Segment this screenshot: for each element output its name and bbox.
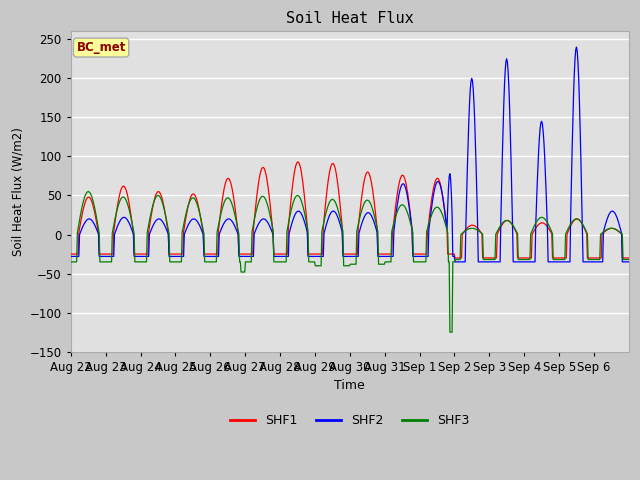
X-axis label: Time: Time xyxy=(335,379,365,392)
Legend: SHF1, SHF2, SHF3: SHF1, SHF2, SHF3 xyxy=(225,409,475,432)
Text: BC_met: BC_met xyxy=(76,41,126,54)
Title: Soil Heat Flux: Soil Heat Flux xyxy=(286,11,413,26)
Y-axis label: Soil Heat Flux (W/m2): Soil Heat Flux (W/m2) xyxy=(11,127,24,256)
